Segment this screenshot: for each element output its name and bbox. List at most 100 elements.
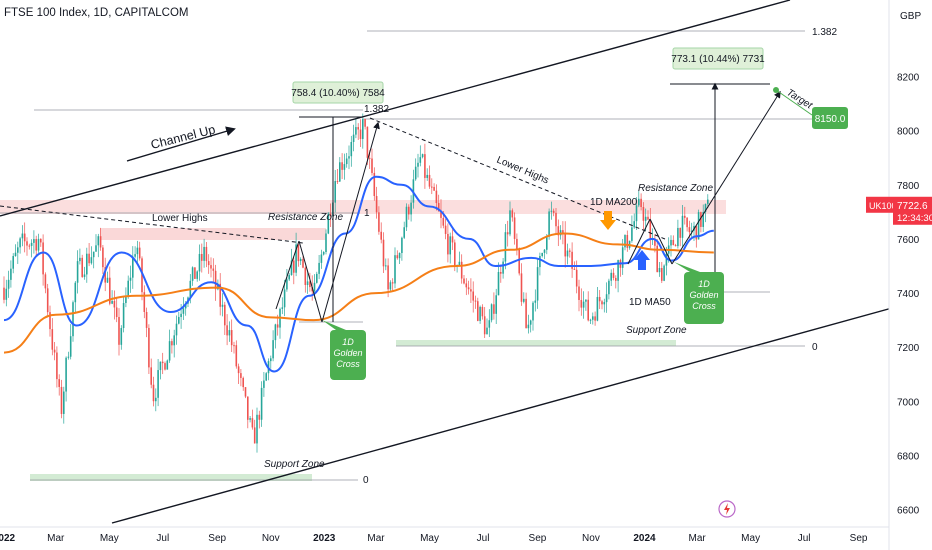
resistance-zone-right (0, 200, 726, 214)
candle-body (451, 236, 454, 243)
candle-body (608, 280, 610, 295)
candle-body (302, 259, 304, 268)
candle-body (679, 227, 681, 238)
candle-body (203, 246, 205, 261)
candle-body (592, 316, 594, 320)
candle-body (171, 341, 173, 346)
candle-body (624, 235, 626, 248)
candle-body (396, 255, 399, 259)
candle-body (378, 212, 380, 232)
lower-highs-label-right: Lower Highs (495, 155, 550, 187)
candle-body (194, 267, 196, 279)
candle-body (350, 141, 353, 157)
time-tick-label: May (741, 533, 760, 544)
candle-body (513, 217, 516, 239)
candle-body (431, 186, 433, 188)
candle-body (408, 206, 410, 215)
candle-body (226, 325, 228, 336)
candle-body (394, 255, 396, 284)
candle-body (5, 288, 8, 300)
candle-body (12, 256, 14, 269)
candle-body (371, 158, 373, 173)
candle-body (263, 380, 265, 388)
candle-body (306, 281, 309, 285)
candle-body (610, 272, 612, 281)
wave-left-3 (321, 121, 380, 323)
time-axis[interactable]: 2022 Mar May Jul Sep Nov 2023 Mar May Jul Sep Nov 20… (0, 526, 889, 544)
channel-lower (111, 296, 932, 524)
time-tick-label: Sep (208, 533, 226, 544)
candle-body (247, 396, 249, 420)
candle-body (336, 181, 339, 183)
candle-body (143, 292, 146, 313)
candle-body (601, 301, 603, 305)
candle-body (191, 267, 194, 281)
candle-body (118, 317, 120, 345)
candle-body (322, 251, 325, 255)
last-price-label: 7722.6 (897, 201, 928, 212)
candle-body (444, 225, 447, 234)
candle-body (180, 313, 182, 318)
candle-body (695, 225, 698, 240)
candle-body (152, 384, 155, 402)
candle-body (281, 307, 284, 309)
candle-body (474, 300, 477, 302)
candle-body (428, 174, 431, 187)
candle-body (467, 287, 470, 290)
candle-body (417, 162, 419, 167)
golden-cross-left-text: 1D (342, 337, 354, 347)
price-axis[interactable]: 6600 6800 7000 7200 7400 7600 7800 8000 8200 UK10… (866, 0, 932, 550)
candle-body (53, 349, 56, 353)
candle-body (276, 324, 279, 328)
candle-body (649, 219, 652, 241)
candle-body (198, 253, 201, 272)
candle-body (237, 366, 240, 374)
candle-body (697, 212, 700, 240)
candle-body (318, 262, 320, 274)
candle-body (224, 304, 226, 326)
candle-body (67, 356, 70, 358)
candle-body (454, 242, 456, 266)
fib-label-zero-right: 0 (812, 342, 818, 353)
candle-body (621, 247, 624, 268)
price-tick-label: 8000 (897, 127, 920, 138)
candle-body (46, 288, 49, 313)
candle-body (364, 119, 366, 127)
resistance-label-left: Resistance Zone (268, 212, 343, 223)
candle-body (458, 261, 461, 266)
candle-body (615, 277, 617, 281)
candle-body (125, 296, 127, 304)
symbol-header[interactable]: FTSE 100 Index, 1D, CAPITALCOM (4, 7, 189, 19)
candle-body (83, 274, 86, 277)
bar-countdown-label: 12:34:30 (897, 213, 932, 224)
candle-body (502, 261, 504, 274)
candle-body (244, 387, 247, 397)
candle-body (700, 212, 702, 227)
candle-body (523, 298, 525, 302)
candle-body (410, 202, 412, 215)
candle-body (86, 253, 88, 275)
candle-body (212, 268, 215, 271)
candle-body (341, 162, 343, 170)
candle-body (605, 294, 608, 303)
candle-body (534, 300, 537, 303)
candle-body (661, 268, 663, 281)
price-tick-label: 7000 (897, 397, 920, 408)
candle-body (109, 277, 111, 304)
fib-label-zero-left: 0 (363, 475, 369, 486)
measure-label-left: 758.4 (10.40%) 7584 (291, 88, 385, 99)
golden-cross-right-text: Golden (689, 290, 718, 300)
candle-body (76, 261, 79, 283)
candle-body (631, 227, 633, 241)
candle-body (79, 257, 81, 262)
candle-body (182, 308, 185, 314)
candle-body (129, 277, 132, 281)
target-value-box (812, 107, 848, 129)
candle-body (184, 303, 187, 309)
candle-body (260, 387, 263, 420)
fib-label-one: 1 (364, 208, 370, 219)
candle-body (166, 360, 169, 370)
candle-body (488, 320, 491, 328)
candle-body (30, 242, 33, 246)
